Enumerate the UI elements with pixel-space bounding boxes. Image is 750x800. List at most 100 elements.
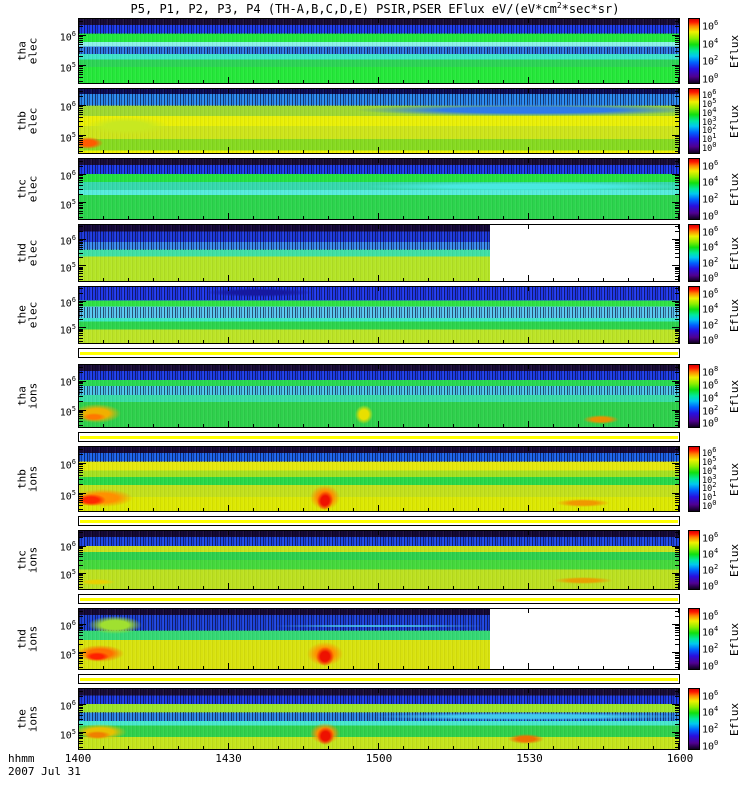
x-tick-thd-elec-7 — [253, 278, 254, 281]
colorbar-tick-label-the-elec-3: 100 — [702, 333, 719, 347]
y-tick-label-thb-elec-1: 105 — [59, 130, 76, 144]
x-tick-thb-ions-7 — [253, 508, 254, 511]
x-tick-thd-ions-11 — [353, 666, 354, 669]
y-tick-right-thc-elec-7 — [675, 182, 679, 184]
x-tick-thd-ions-12 — [378, 663, 379, 669]
y-tick-right-thb-elec-12 — [675, 150, 679, 152]
colorbar-tick-label-thc-ions-0: 106 — [702, 530, 719, 545]
y-tick-left-thc-elec-4 — [79, 193, 83, 195]
y-tick-left-thc-elec-6 — [79, 185, 83, 187]
y-tick-left-thc-ions-18 — [79, 574, 83, 575]
y-tick-right-the-ions-5 — [675, 718, 679, 720]
y-tick-right-thd-ions-2 — [675, 615, 679, 617]
x-tick-the-ions-18 — [528, 743, 529, 749]
y-tick-label-the-elec-0: 106 — [59, 295, 76, 309]
colorbar-tick-label-the-ions-0: 106 — [702, 688, 719, 703]
x-tick-thd-elec-5 — [203, 278, 204, 281]
y-tick-left-tha-ions-0 — [79, 380, 86, 382]
y-tick-left-tha-elec-15 — [79, 71, 83, 73]
title-text: P5, P1, P2, P3, P4 (TH-A,B,C,D,E) PSIR,P… — [130, 2, 557, 16]
feature-blob-thb-elec-1 — [85, 117, 169, 136]
x-tick-thb-ions-19 — [552, 508, 554, 511]
y-tick-left-thd-elec-9 — [79, 243, 83, 245]
y-tick-left-tha-elec-7 — [79, 44, 83, 46]
x-axis-tick-label-3: 1530 — [516, 752, 543, 765]
y-tick-right-thb-ions-18 — [675, 494, 679, 496]
x-tick-thd-ions-17 — [503, 666, 504, 669]
y-tick-left-the-elec-7 — [79, 308, 83, 310]
x-tick-the-elec-12 — [378, 337, 379, 343]
x-tick-thb-elec-20 — [578, 150, 579, 153]
x-tick-thb-elec-15 — [453, 150, 454, 153]
y-tick-left-the-ions-5 — [79, 718, 83, 720]
x-tick-tha-elec-8 — [277, 80, 279, 83]
colorbar-tick-label-tha-elec-1: 104 — [702, 36, 719, 51]
spectrogram-the-ions — [78, 688, 680, 750]
x-tick-thb-elec-24 — [678, 147, 679, 153]
x-tick-thb-ions-13 — [403, 508, 404, 511]
x-tick-the-elec-10 — [328, 340, 329, 343]
x-tick-the-ions-4 — [177, 746, 179, 749]
y-tick-right-thc-elec-1 — [672, 202, 679, 204]
y-tick-right-thc-elec-15 — [675, 208, 679, 210]
colorbar-tick-label-the-elec-2: 102 — [702, 317, 719, 331]
x-tick-tha-ions-21 — [603, 424, 604, 427]
x-tick-top-the-elec-18 — [528, 287, 529, 291]
y-tick-left-thb-elec-16 — [79, 139, 83, 141]
y-tick-right-thb-ions-14 — [675, 502, 679, 504]
y-tick-right-thb-elec-9 — [675, 109, 679, 111]
y-tick-right-tha-ions-1 — [672, 409, 679, 411]
colorbar-tick-label-tha-elec-3: 100 — [702, 72, 719, 86]
y-tick-right-tha-ions-2 — [675, 371, 679, 373]
colorbar-tick-label-thb-elec-5: 101 — [702, 132, 717, 146]
x-tick-top-thd-elec-18 — [528, 225, 529, 229]
y-tick-right-tha-ions-15 — [675, 416, 679, 418]
x-axis-tick-label-1: 1430 — [215, 752, 242, 765]
y-tick-right-thd-ions-14 — [675, 660, 679, 662]
y-tick-left-tha-ions-11 — [79, 381, 83, 383]
x-tick-thc-ions-19 — [552, 586, 554, 589]
y-tick-left-the-ions-11 — [79, 705, 83, 707]
y-tick-right-thb-elec-15 — [675, 141, 679, 143]
y-tick-left-thd-elec-2 — [79, 231, 83, 233]
y-tick-right-thd-ions-8 — [675, 630, 679, 632]
y-tick-left-thc-elec-9 — [79, 178, 83, 180]
feature-blob-the-elec-0 — [205, 288, 313, 298]
x-tick-top-the-elec-6 — [228, 287, 229, 291]
x-tick-thb-elec-8 — [277, 150, 279, 153]
feature-blob-thb-elec-0 — [355, 104, 679, 116]
y-tick-right-thd-ions-18 — [675, 653, 679, 655]
noise-zone-tha-ions-0 — [79, 365, 679, 380]
x-tick-thd-elec-3 — [153, 278, 154, 281]
y-tick-right-thd-ions-15 — [675, 658, 679, 660]
x-tick-thd-elec-9 — [303, 278, 304, 281]
x-tick-the-elec-1 — [102, 340, 104, 343]
x-tick-thd-ions-15 — [453, 666, 454, 669]
x-tick-tha-elec-3 — [153, 80, 154, 83]
y-tick-left-thc-elec-13 — [79, 213, 83, 215]
y-tick-left-tha-ions-18 — [79, 410, 83, 412]
y-tick-right-the-ions-4 — [675, 723, 679, 725]
y-tick-left-thb-ions-13 — [79, 505, 83, 507]
y-tick-right-thb-ions-0 — [672, 463, 679, 464]
x-tick-tha-ions-20 — [578, 424, 579, 427]
x-tick-tha-ions-7 — [253, 424, 254, 427]
y-tick-left-the-elec-14 — [79, 335, 83, 337]
panel-label-thb-elec: thb elec — [10, 88, 44, 154]
y-tick-left-tha-elec-18 — [79, 66, 83, 68]
y-tick-right-the-elec-0 — [672, 301, 679, 302]
y-tick-left-the-elec-2 — [79, 293, 83, 295]
y-tick-right-thb-ions-5 — [675, 478, 679, 480]
y-tick-left-the-elec-16 — [79, 331, 83, 333]
colorbar-tick-label-thb-ions-4: 102 — [702, 481, 717, 495]
y-tick-left-thb-elec-9 — [79, 109, 83, 111]
x-tick-thd-ions-22 — [628, 666, 629, 669]
y-tick-left-thb-ions-3 — [79, 448, 83, 450]
x-tick-thc-ions-1 — [102, 586, 104, 589]
y-tick-right-the-ions-13 — [675, 743, 679, 745]
y-tick-right-thd-elec-15 — [675, 271, 679, 273]
y-tick-left-thc-ions-16 — [79, 576, 83, 578]
x-tick-thc-elec-19 — [552, 216, 554, 219]
y-tick-left-tha-ions-6 — [79, 392, 83, 394]
x-tick-tha-elec-19 — [552, 80, 554, 83]
